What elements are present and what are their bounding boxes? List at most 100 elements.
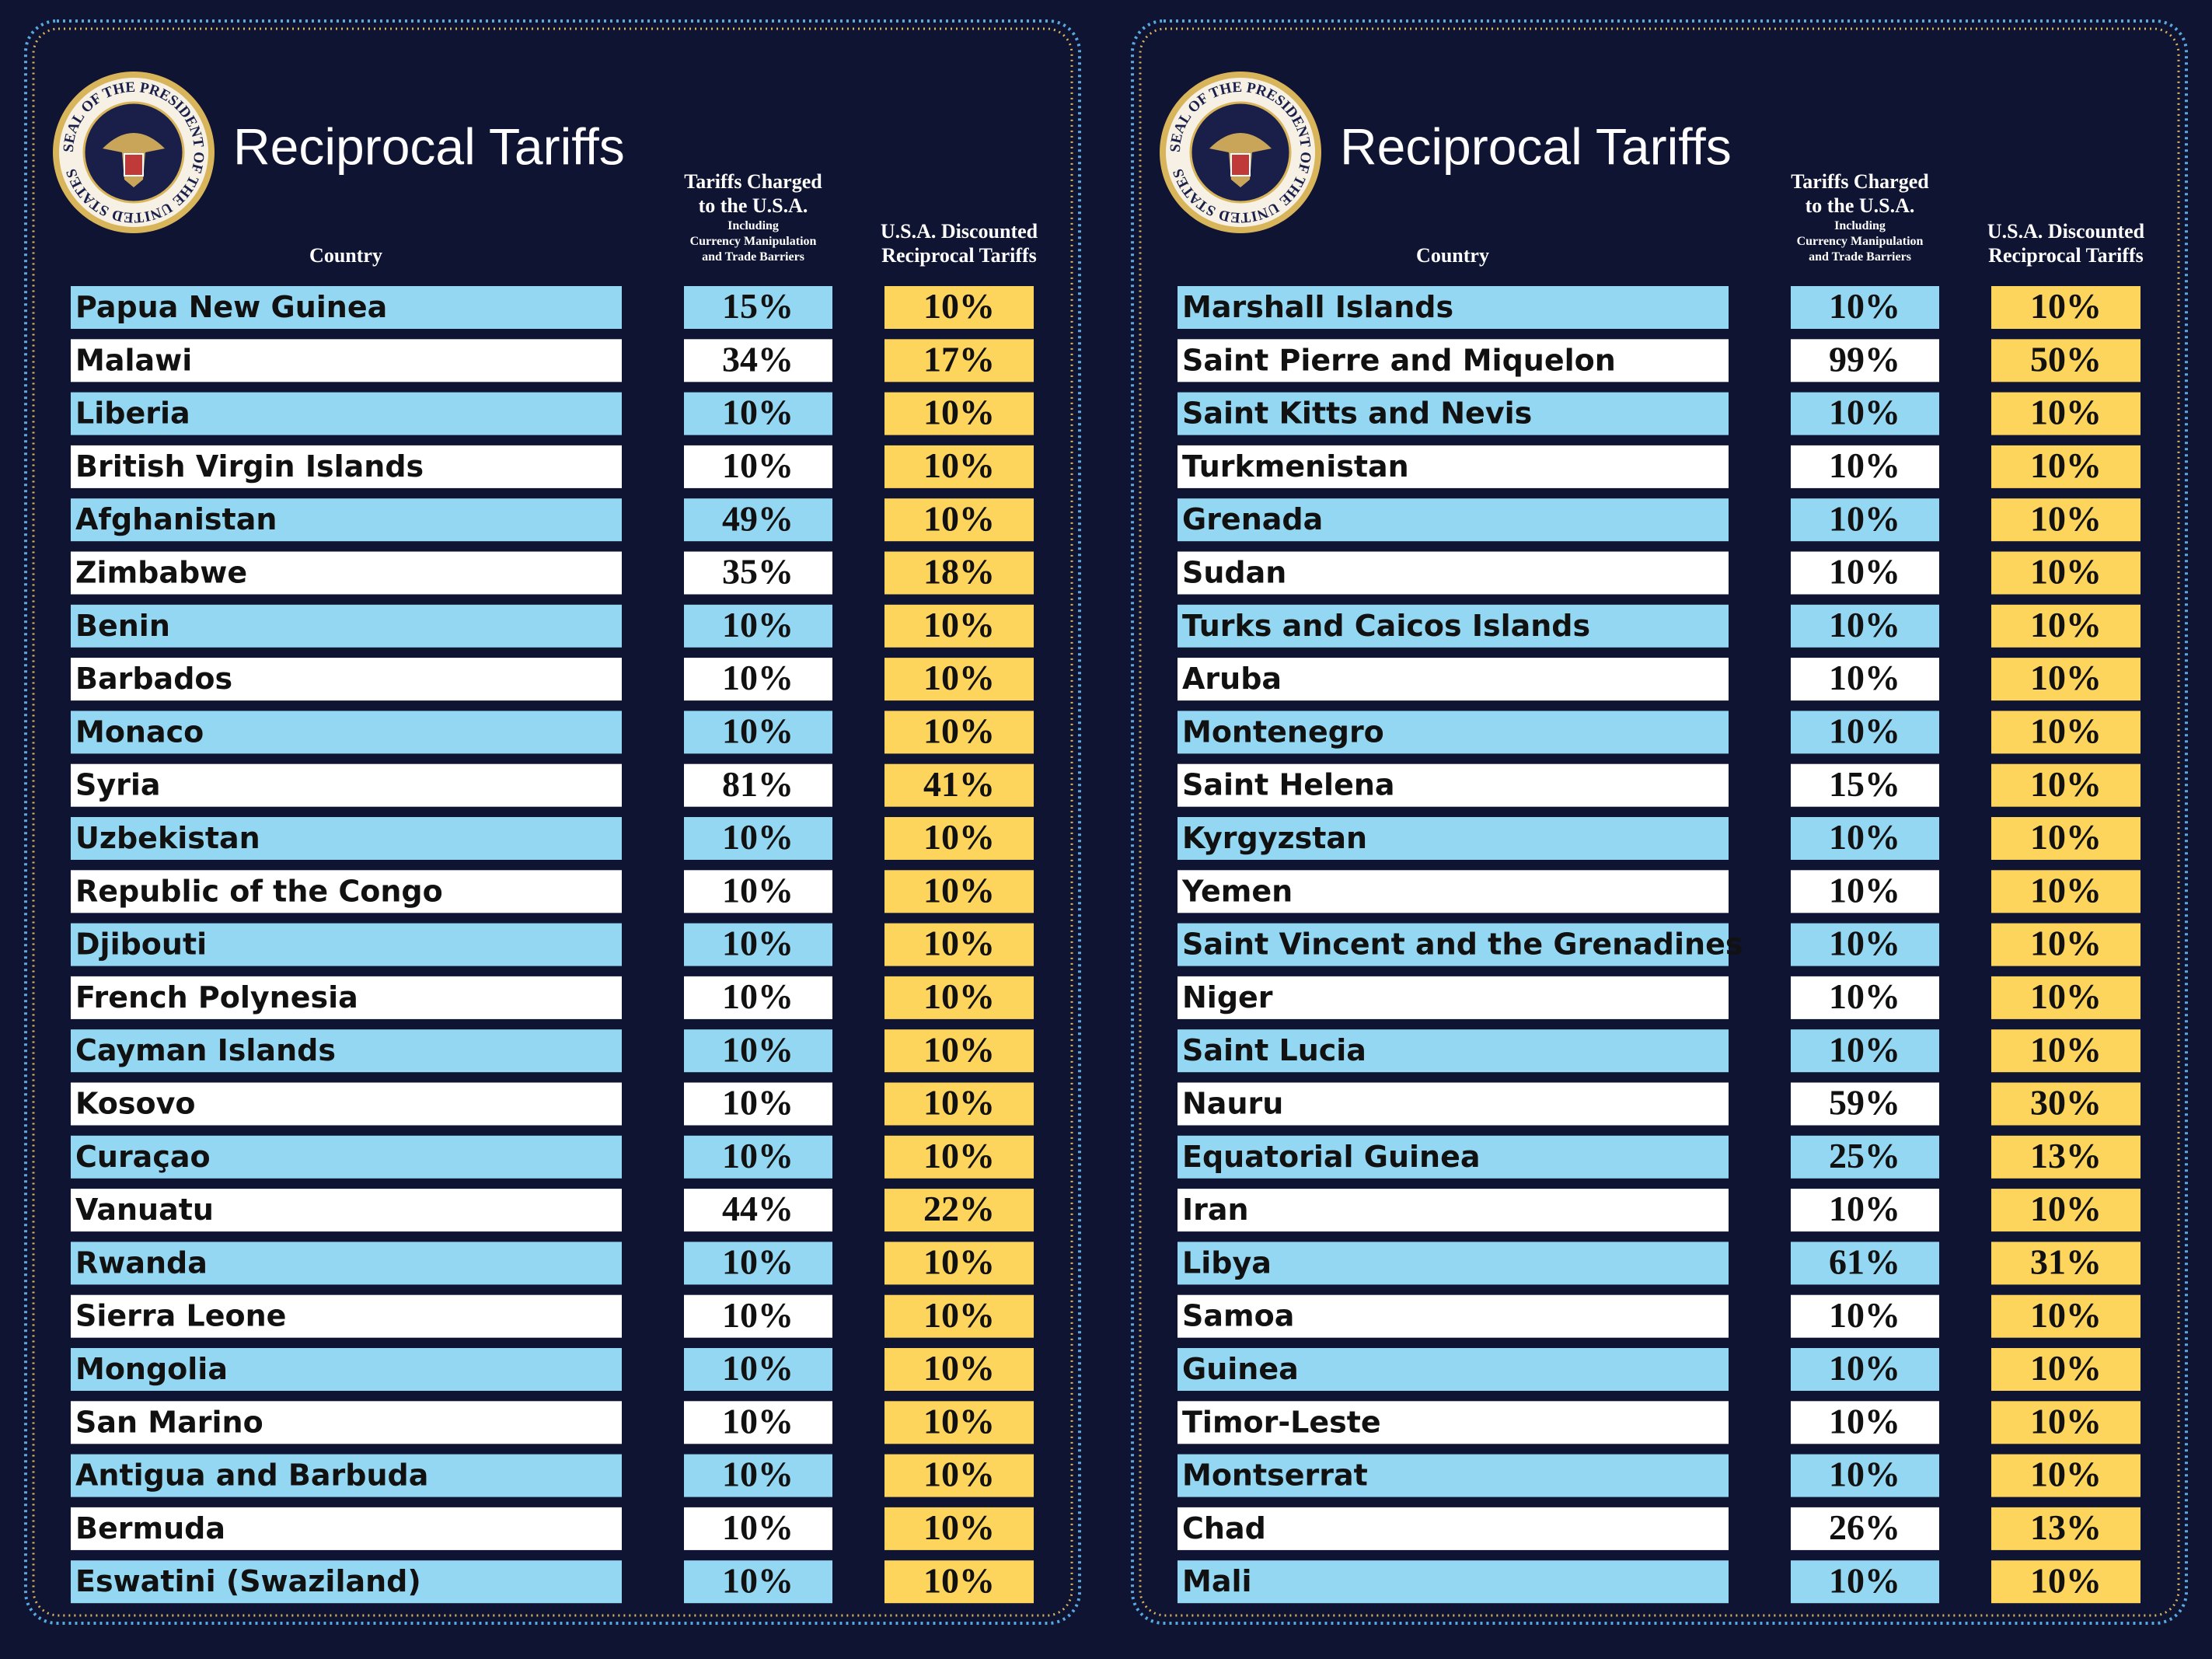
charged-cell [684,976,832,1019]
discounted-cell [1991,711,2140,754]
charged-cell [684,498,832,542]
discounted-tariff: 10% [2030,498,2102,538]
charged-tariff: 61% [1829,1242,1900,1281]
charged-cell [684,445,832,488]
charged-tariff: 10% [1829,924,1900,963]
country-cell [71,870,622,913]
discounted-tariff: 10% [923,976,995,1016]
header-country: Country [1416,244,1489,267]
discounted-cell [1991,658,2140,701]
discounted-tariff: 10% [2030,924,2102,963]
discounted-tariff: 10% [923,1348,995,1388]
country-name: Chad [1182,1511,1266,1545]
country-cell [71,1242,622,1285]
discounted-tariff: 10% [2030,1348,2102,1388]
charged-cell [1791,1242,1939,1285]
panel-border-inner [32,27,1073,1617]
country-name: Saint Vincent and the Grenadines [1182,927,1743,962]
discounted-tariff: 31% [2030,1242,2102,1281]
charged-tariff: 10% [722,658,794,697]
country-cell [71,1507,622,1550]
discounted-tariff: 10% [923,1029,995,1069]
discounted-cell [1991,1189,2140,1232]
charged-tariff: 59% [1829,1083,1900,1123]
discounted-cell [1991,870,2140,913]
country-name: Montenegro [1182,714,1384,749]
discounted-cell [1991,923,2140,966]
panel: SEAL OF THE PRESIDENT OF THE UNITED STAT… [24,19,1081,1625]
charged-cell [684,1189,832,1232]
charged-cell [1791,923,1939,966]
discounted-tariff: 50% [2030,339,2102,379]
charged-tariff: 10% [722,1083,794,1123]
charged-tariff: 44% [722,1189,794,1228]
country-name: Uzbekistan [75,821,260,855]
discounted-cell [884,1029,1034,1073]
discounted-cell [1991,1082,2140,1126]
country-cell [71,1401,622,1444]
country-name: Barbados [75,662,232,696]
discounted-cell [1991,976,2140,1019]
charged-tariff: 10% [722,817,794,857]
discounted-cell [1991,1294,2140,1338]
country-name: Iran [1182,1193,1249,1227]
charged-tariff: 10% [1829,498,1900,538]
country-cell [1178,551,1729,595]
discounted-tariff: 10% [2030,1560,2102,1600]
charged-tariff: 10% [722,1029,794,1069]
country-name: Benin [75,609,170,643]
country-name: Saint Pierre and Miquelon [1182,343,1616,377]
country-cell [71,763,622,807]
country-cell [1178,604,1729,648]
charged-cell [1791,1560,1939,1604]
discounted-cell [1991,763,2140,807]
discounted-cell [884,1507,1034,1550]
country-cell [1178,870,1729,913]
charged-cell [684,1294,832,1338]
country-cell [71,923,622,966]
charged-cell [1791,604,1939,648]
charged-tariff: 15% [722,286,794,326]
charged-cell [684,1507,832,1550]
charged-tariff: 10% [1829,445,1900,485]
country-cell [1178,339,1729,382]
charged-cell [684,339,832,382]
discounted-cell [1991,392,2140,435]
charged-tariff: 10% [722,393,794,432]
country-cell [1178,498,1729,542]
discounted-cell [884,923,1034,966]
discounted-cell [1991,1454,2140,1497]
discounted-cell [1991,339,2140,382]
discounted-cell [884,1242,1034,1285]
seal-shield [1230,153,1251,176]
discounted-cell [884,976,1034,1019]
charged-cell [684,658,832,701]
charged-tariff: 10% [722,1401,794,1441]
discounted-cell [884,1135,1034,1179]
discounted-tariff: 13% [2030,1136,2102,1175]
country-name: Malawi [75,343,192,377]
header-charged: to the U.S.A. [1806,194,1915,217]
discounted-cell [884,551,1034,595]
discounted-cell [1991,1242,2140,1285]
charged-tariff: 10% [1829,1348,1900,1388]
discounted-tariff: 10% [923,817,995,857]
charged-cell [1791,1082,1939,1126]
discounted-tariff: 10% [2030,393,2102,432]
charged-tariff: 10% [1829,1029,1900,1069]
charged-tariff: 26% [1829,1507,1900,1547]
country-name: Aruba [1182,662,1282,696]
charged-tariff: 10% [1829,1189,1900,1228]
panel: SEAL OF THE PRESIDENT OF THE UNITED STAT… [1131,19,2188,1625]
charged-cell [1791,817,1939,860]
country-cell [1178,1082,1729,1126]
header-charged: Tariffs Charged [1791,170,1929,193]
country-cell [71,658,622,701]
country-name: Nauru [1182,1087,1283,1121]
discounted-tariff: 10% [2030,1029,2102,1069]
charged-tariff: 10% [1829,393,1900,432]
charged-cell [1791,445,1939,488]
discounted-tariff: 10% [923,658,995,697]
country-cell [1178,1507,1729,1550]
country-name: Kyrgyzstan [1182,821,1367,855]
